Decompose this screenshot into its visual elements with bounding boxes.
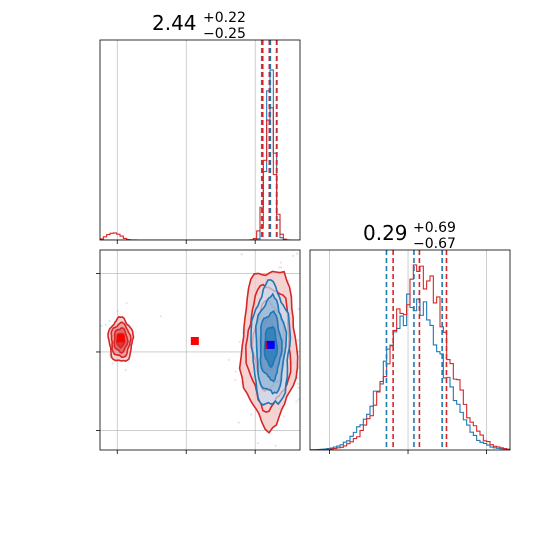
joint-scatter-point [159, 315, 163, 318]
joint-scatter-point [296, 339, 299, 342]
hist-2-panel [309, 249, 511, 454]
joint-scatter-point [234, 379, 237, 382]
joint-scatter-point [237, 421, 240, 424]
joint-marker-1 [190, 336, 199, 345]
joint-scatter-point [100, 324, 103, 328]
hist-1-histogram-series-1 [100, 107, 300, 240]
joint-scatter-point [297, 398, 300, 401]
joint-scatter-point [297, 366, 300, 370]
hist-1-plot-area [100, 40, 300, 240]
joint-scatter-point [125, 302, 128, 305]
joint-scatter-point [250, 413, 253, 416]
hist-2-histogram-series-1 [310, 264, 510, 450]
hist-1-title: 2.44 +0.22 −0.25 [152, 10, 246, 42]
joint-scatter-point [116, 310, 119, 313]
joint-scatter-point [238, 340, 241, 344]
hist-2-title-minus: −0.67 [413, 236, 456, 252]
hist-2-plot-area [310, 250, 510, 450]
joint-scatter-point [279, 261, 282, 264]
joint-scatter-point [240, 253, 243, 256]
joint-scatter-point [234, 370, 237, 373]
joint-scatter-point [296, 382, 300, 385]
joint-scatter-point [280, 266, 283, 269]
hist-1-title-plus: +0.22 [203, 10, 246, 26]
joint-scatter-point [274, 444, 277, 447]
joint-scatter-point [108, 319, 111, 322]
joint-scatter-point [227, 358, 230, 362]
joint-scatter-point [124, 368, 127, 372]
joint-scatter-point [295, 400, 298, 403]
joint-panel [96, 249, 301, 454]
hist-2-title-plus: +0.69 [413, 220, 456, 236]
joint-scatter-point [287, 279, 290, 282]
joint-plot-area [100, 252, 300, 447]
hist-1-panel [99, 39, 301, 244]
joint-scatter-point [104, 323, 107, 326]
joint-scatter-point [256, 442, 260, 445]
joint-scatter-point [291, 254, 295, 258]
joint-scatter-point [297, 386, 300, 389]
joint-scatter-point [295, 252, 299, 255]
joint-marker-0 [116, 334, 125, 343]
joint-frame [99, 249, 301, 451]
hist-1-frame [99, 39, 301, 241]
hist-2-title-value: 0.29 [363, 221, 408, 245]
joint-scatter-point [278, 266, 281, 269]
joint-marker-3 [266, 340, 275, 349]
hist-1-title-value: 2.44 [152, 11, 197, 35]
hist-1-title-minus: −0.25 [203, 26, 246, 42]
joint-scatter-point [111, 362, 114, 365]
hist-2-frame [309, 249, 511, 451]
joint-scatter-point [297, 308, 300, 311]
hist-2-title: 0.29 +0.69 −0.67 [363, 220, 456, 252]
joint-scatter-point [282, 415, 285, 418]
